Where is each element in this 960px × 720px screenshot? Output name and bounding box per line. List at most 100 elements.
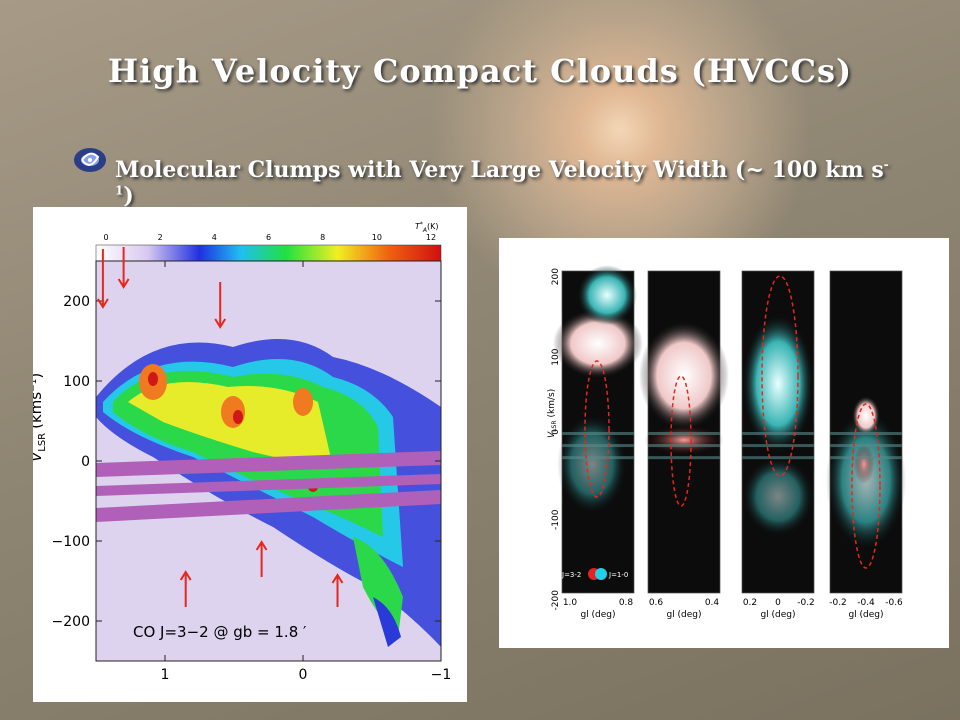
panel-x-tick-label: 0.2 <box>743 598 757 608</box>
x-tick-label: −1 <box>431 667 452 683</box>
hvcc-highlight-ellipse <box>670 375 692 507</box>
y-tick-label: −200 <box>52 614 90 630</box>
colorbar-tick-label: 8 <box>320 233 325 242</box>
y-tick-label: 200 <box>63 294 90 310</box>
up-arrow-head <box>179 570 192 581</box>
up-arrow-head <box>331 573 344 584</box>
multi-panel-lv-svg: 1.0 0.8gl (deg)0.6 0.4gl (deg)0.2 0 -0.2gl (… <box>547 265 906 620</box>
stripe-artifact <box>648 456 720 460</box>
x-tick-label: 0 <box>299 667 308 683</box>
annotation-co-transition: CO J=3−2 @ gb = 1.8 ′ <box>133 623 307 641</box>
emission-feature <box>639 320 729 431</box>
subtitle-text: Molecular Clumps with Very Large Velocit… <box>115 157 884 183</box>
down-arrow-head <box>97 298 109 309</box>
y-tick-label: 0 <box>81 454 90 470</box>
line-legend: J=3-2 J=1-0 <box>561 568 628 580</box>
colorbar-label-sup: * <box>420 221 423 228</box>
y-axis-label-sup: −1 <box>33 379 39 392</box>
y-axis-label-sub: LSR <box>37 433 48 452</box>
colorbar-tick-label: 4 <box>212 233 217 242</box>
hvcc-highlight-ellipse <box>761 275 799 477</box>
contamination-band-2 <box>96 473 441 496</box>
right-y-tick-label: 0 <box>551 429 561 435</box>
legend-j32: J=3-2 <box>561 571 581 579</box>
right-y-axis-label-unit: (km/s) <box>547 389 557 418</box>
stripe-artifact <box>830 432 902 435</box>
colorbar-label-main: T <box>415 222 421 231</box>
panel-x-tick-label: 0 <box>775 598 781 608</box>
contamination-band-1 <box>96 450 441 477</box>
lv-panel-frame <box>647 270 721 594</box>
emission-feature <box>854 444 874 485</box>
slide-title: High Velocity Compact Clouds (HVCCs) <box>107 52 853 90</box>
colorbar-label: T*A(K) <box>415 221 439 234</box>
subtitle-superscript: -1 <box>115 157 889 198</box>
emission-map <box>96 339 441 647</box>
emission-feature <box>553 308 643 379</box>
right-y-axis-label: VLSR (km/s) <box>547 389 558 438</box>
right-y-tick-label: 200 <box>551 268 561 285</box>
y-tick-label: −100 <box>52 534 90 550</box>
right-y-tick-label: -200 <box>551 590 561 611</box>
colorbar <box>95 244 442 262</box>
y-axis-label-end: ) <box>33 373 45 379</box>
colorbar-tick-label: 2 <box>158 233 163 242</box>
multi-panel-lv-diagram: 1.0 0.8 gl (deg) 0.6 0.4 gl (deg) 0.2 0 -0.2 gl (… <box>499 238 949 648</box>
stripe-artifact <box>830 456 902 460</box>
panel-x-axis-label: gl (deg) <box>666 610 701 620</box>
down-arrow-head <box>117 278 130 289</box>
right-y-axis-label-v: V <box>547 431 557 438</box>
lv-panel-frame <box>829 270 903 594</box>
stripe-artifact <box>562 432 634 435</box>
panel-x-tick-label: -0.4 <box>857 598 875 608</box>
contamination-band-3 <box>96 489 441 522</box>
co-lv-diagram-panel: 0 2 4 6 8 10 12 T*A(K) 200 100 0 −100 −200 1 0− <box>27 207 467 702</box>
colorbar-tick-label: 10 <box>372 233 382 242</box>
emission-feature <box>557 414 627 515</box>
hvcc-highlight-ellipse <box>584 360 610 498</box>
x-tick-label: 1 <box>161 667 170 683</box>
emission-feature <box>852 395 880 436</box>
panel-x-axis-label: gl (deg) <box>848 610 883 620</box>
colorbar-label-sub: A <box>422 227 427 234</box>
lv-panel-frame <box>561 270 635 594</box>
colorbar-tick-label: 0 <box>103 233 108 242</box>
panel-x-tick-label: -0.6 <box>885 598 903 608</box>
panel-x-tick-label: -0.2 <box>829 598 847 608</box>
emission-feature <box>577 265 637 326</box>
lv-panel-frame <box>741 270 815 594</box>
hvcc-highlight-ellipse <box>851 403 881 569</box>
colorbar-tick-label: 12 <box>426 233 436 242</box>
stripe-artifact <box>562 456 634 460</box>
galaxy-bullet-icon <box>74 148 106 172</box>
right-y-tick-label: 100 <box>551 348 561 365</box>
stripe-artifact <box>562 444 634 448</box>
panel-x-tick-label: -0.2 <box>797 598 815 608</box>
panel-x-axis-label: gl (deg) <box>760 610 795 620</box>
y-axis-label-unit: (kms <box>33 392 45 429</box>
colorbar-tick-label: 6 <box>266 233 271 242</box>
right-y-axis-label-sub: LSR <box>551 421 558 432</box>
panel-x-tick-label: 0.8 <box>619 598 634 608</box>
stripe-artifact <box>648 444 720 448</box>
panel-x-tick-label: 0.6 <box>649 598 664 608</box>
y-tick-label: 100 <box>63 374 90 390</box>
colorbar-unit: (K) <box>427 222 439 231</box>
legend-j10: J=1-0 <box>608 571 628 579</box>
slide-subtitle: Molecular Clumps with Very Large Velocit… <box>115 157 905 209</box>
stripe-artifact <box>830 444 902 448</box>
emission-feature <box>742 456 814 537</box>
subtitle-end: ) <box>123 183 134 209</box>
emission-feature <box>644 425 724 456</box>
y-axis-label: VLSR(kms−1) <box>33 373 48 462</box>
right-y-tick-label: -100 <box>551 509 561 530</box>
stripe-artifact <box>648 432 720 435</box>
down-arrow-head <box>214 318 227 329</box>
panel-x-axis-label: gl (deg) <box>580 610 615 620</box>
panel-x-tick-label: 1.0 <box>563 598 578 608</box>
up-arrow-head <box>255 540 268 551</box>
stripe-artifact <box>742 456 814 460</box>
stripe-artifact <box>742 444 814 448</box>
panel-x-tick-label: 0.4 <box>705 598 720 608</box>
